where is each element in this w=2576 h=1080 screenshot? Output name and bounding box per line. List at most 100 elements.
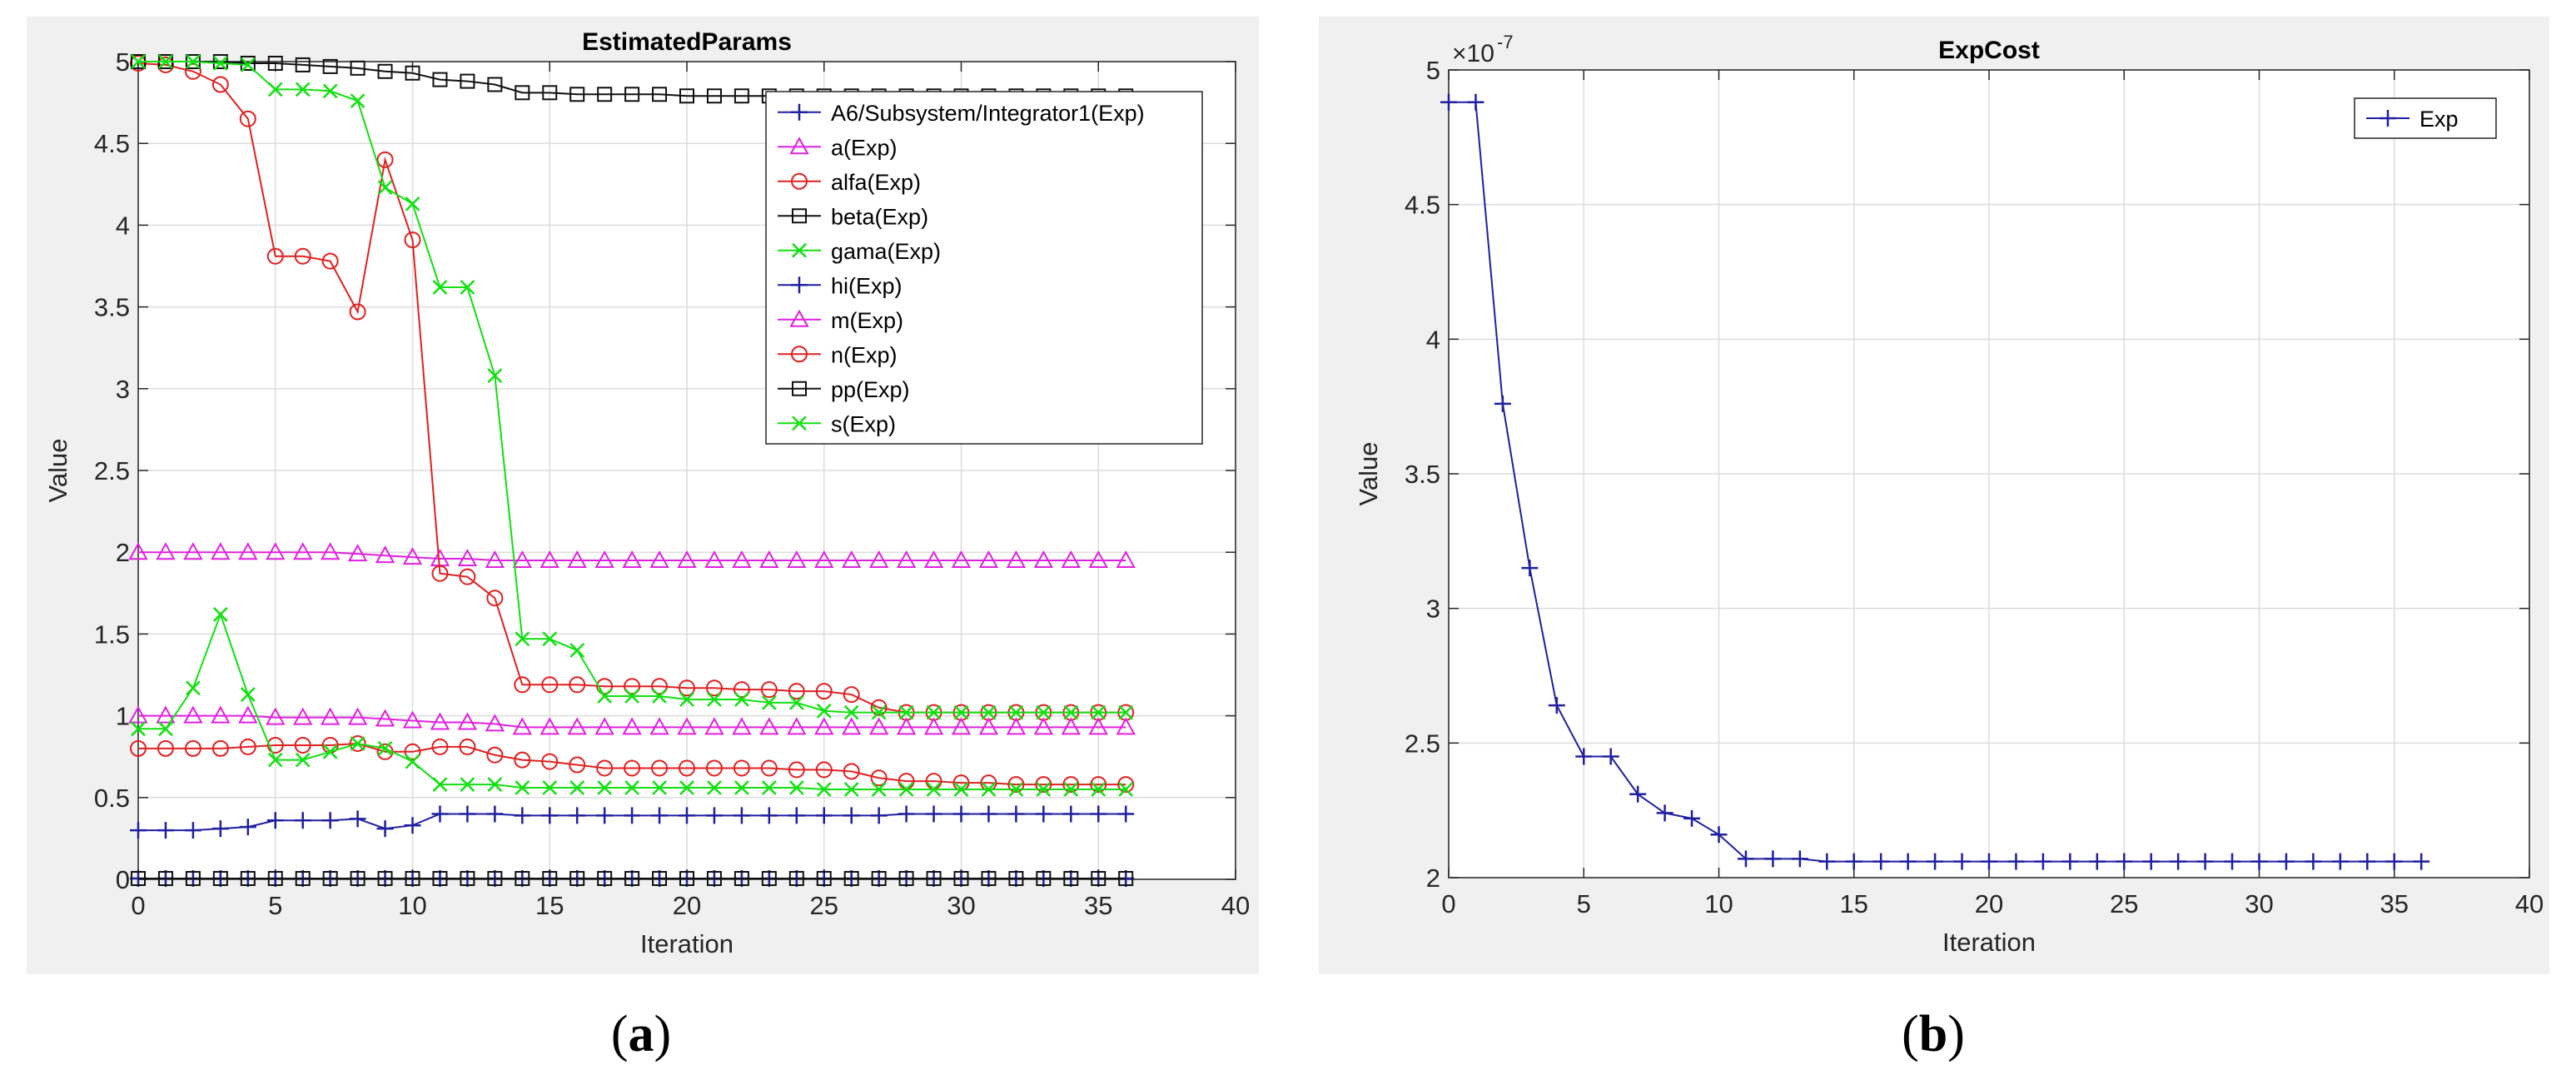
data-point	[898, 871, 914, 887]
data-point	[1602, 748, 1619, 765]
data-point	[486, 746, 504, 764]
legend: Exp	[2354, 97, 2497, 139]
data-point	[186, 54, 201, 69]
data-point	[320, 542, 341, 560]
data-point	[624, 759, 641, 777]
data-point	[211, 820, 229, 838]
chart-estimated-params: 0 5 10 15 20 25 30 35 40 0 0.5 1 1.5 2 2.5 3 3.5 4 4.5 5 Est…	[43, 28, 1250, 958]
data-point	[404, 231, 421, 249]
x-tick-label: 10	[398, 891, 426, 920]
data-point	[787, 717, 807, 735]
chart-title: EstimatedParams	[582, 28, 792, 56]
chart-exp-cost: 0 5 10 15 20 25 30 35 40 2 2.5 3 3.5 4 4.5 5 ExpCost Iter…	[1354, 32, 2544, 957]
data-point	[1791, 850, 1808, 868]
data-point	[294, 812, 311, 829]
data-point	[184, 822, 201, 839]
data-point	[761, 695, 777, 710]
data-point	[926, 704, 942, 720]
data-point	[459, 805, 476, 823]
data-point	[294, 736, 311, 754]
data-point	[212, 871, 228, 887]
data-point	[926, 871, 942, 887]
data-point	[542, 780, 558, 795]
data-point	[211, 542, 231, 560]
data-point	[2061, 853, 2079, 870]
data-point	[1033, 717, 1054, 735]
data-point	[156, 542, 176, 560]
series-1	[128, 542, 1136, 569]
legend-label: Exp	[2419, 107, 2459, 132]
y-axis-label: Value	[43, 439, 72, 503]
data-point	[514, 807, 531, 824]
data-point	[1062, 805, 1080, 823]
data-point	[868, 550, 889, 569]
series-line	[138, 714, 1126, 729]
data-point	[1090, 805, 1107, 823]
legend-label: alfa(Exp)	[831, 170, 921, 195]
data-point	[487, 77, 503, 92]
data-point	[1818, 853, 1836, 870]
data-point	[2088, 853, 2106, 870]
data-point	[266, 247, 284, 265]
x-tick-label: 5	[268, 891, 282, 920]
data-point	[951, 550, 972, 569]
data-point	[1008, 871, 1024, 887]
x-tick-label: 40	[2515, 889, 2544, 918]
data-point	[487, 871, 503, 887]
data-point	[733, 807, 750, 824]
data-point	[1063, 871, 1079, 887]
data-point	[842, 717, 862, 735]
data-point	[706, 88, 722, 104]
x-axis-label: Iteration	[1942, 928, 2036, 957]
legend-entry: hi(Exp)	[778, 273, 903, 298]
data-point	[594, 717, 614, 735]
x-axis-label: Iteration	[640, 929, 734, 958]
data-point	[652, 871, 668, 887]
x-tick-label: 25	[810, 891, 838, 920]
data-point	[2277, 853, 2295, 870]
legend-marker	[791, 276, 808, 294]
data-point	[402, 547, 423, 565]
data-point	[1008, 782, 1024, 797]
data-point	[1764, 850, 1782, 868]
data-point	[788, 780, 804, 795]
y-tick-label: 1	[116, 702, 130, 731]
data-point	[597, 780, 613, 795]
data-point	[459, 738, 476, 755]
x-tick-label: 0	[131, 891, 145, 920]
data-point	[597, 871, 613, 887]
data-point	[624, 689, 639, 704]
data-point	[898, 782, 914, 797]
data-point	[925, 805, 942, 823]
data-point	[211, 739, 229, 757]
data-point	[734, 692, 749, 707]
chart-title: ExpCost	[1938, 37, 2040, 64]
data-point	[1061, 717, 1081, 735]
data-point	[515, 85, 530, 101]
data-point	[239, 819, 256, 836]
data-point	[761, 780, 777, 795]
data-point	[652, 780, 667, 795]
data-point	[733, 681, 750, 699]
data-point	[1521, 560, 1539, 577]
data-point	[1036, 782, 1052, 797]
y-tick-label: 4.5	[1405, 191, 1440, 220]
data-point	[788, 695, 804, 710]
data-point	[267, 871, 283, 887]
data-point	[649, 550, 669, 569]
exponent-power: -7	[1497, 32, 1514, 52]
y-tick-label: 3.5	[1405, 460, 1440, 489]
y-axis-label: Value	[1354, 442, 1383, 506]
data-point	[486, 590, 504, 607]
data-point	[404, 817, 421, 834]
legend: A6/Subsystem/Integrator1(Exp) a(Exp) alfa(…	[765, 91, 1203, 445]
legend-entry: beta(Exp)	[778, 204, 928, 229]
data-point	[184, 739, 201, 757]
series-7	[130, 734, 1135, 794]
data-point	[1710, 826, 1728, 844]
data-point	[679, 780, 694, 795]
x-tick-label: 20	[1975, 889, 2003, 918]
data-point	[1035, 776, 1052, 794]
data-point	[515, 780, 530, 795]
